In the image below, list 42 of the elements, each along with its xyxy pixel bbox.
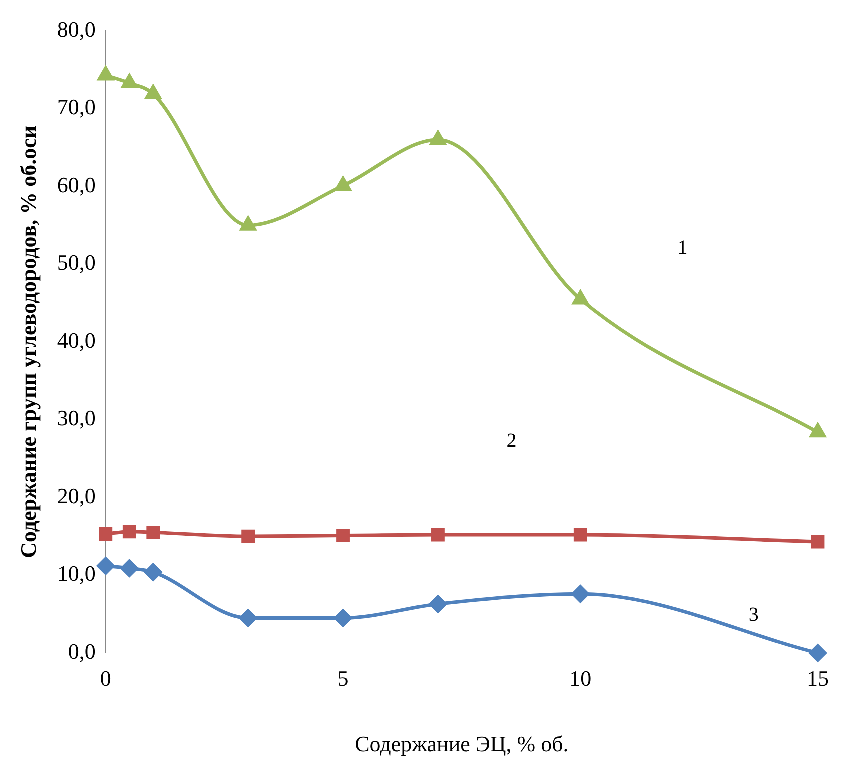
x-tick-label: 5 <box>338 666 349 692</box>
point <box>334 609 352 627</box>
y-tick-label: 50,0 <box>57 250 96 276</box>
annotation: 2 <box>506 430 517 452</box>
point <box>809 644 827 662</box>
y-tick-label: 80,0 <box>57 16 96 42</box>
point <box>429 595 447 613</box>
y-tick-label: 70,0 <box>57 94 96 120</box>
point <box>122 74 138 89</box>
point <box>144 564 162 582</box>
point <box>572 585 590 603</box>
point <box>122 525 136 539</box>
point <box>811 535 825 549</box>
y-tick-label: 40,0 <box>57 328 96 353</box>
y-tick-label: 60,0 <box>57 172 96 198</box>
point <box>810 424 826 438</box>
y-tick-label: 20,0 <box>57 483 96 508</box>
point <box>146 526 160 540</box>
point <box>146 85 162 100</box>
x-axis-title: Содержание ЭЦ, % об. <box>355 732 569 757</box>
point <box>240 216 256 231</box>
y-tick-label: 0,0 <box>68 638 96 664</box>
point <box>572 290 588 305</box>
point <box>240 609 258 627</box>
x-tick-label: 10 <box>570 666 592 692</box>
point <box>335 177 352 192</box>
y-tick-label: 10,0 <box>57 561 96 586</box>
point <box>430 131 446 146</box>
point <box>98 66 114 81</box>
point <box>574 528 588 542</box>
point <box>120 560 138 578</box>
x-tick-label: 0 <box>100 666 112 692</box>
point <box>432 528 445 542</box>
y-axis-title: Содержание групп углеводородов, % об.оси <box>16 126 41 558</box>
point <box>97 557 115 575</box>
x-tick-label: 15 <box>807 666 829 692</box>
point <box>99 528 113 541</box>
point <box>242 530 256 544</box>
y-tick-label: 30,0 <box>57 406 96 431</box>
annotation: 3 <box>748 604 759 626</box>
point <box>336 529 350 542</box>
annotation: 1 <box>678 237 688 260</box>
